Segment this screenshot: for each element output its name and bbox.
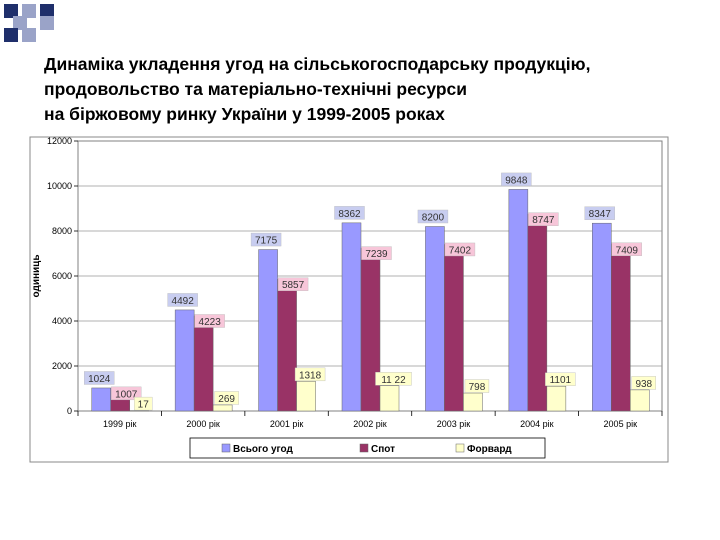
data-label-box	[167, 293, 198, 307]
data-label: 798	[469, 382, 486, 393]
y-tick-label: 0	[67, 406, 72, 416]
legend-swatch	[359, 443, 369, 453]
decor-square-4	[13, 16, 27, 30]
bar-спот	[193, 315, 214, 412]
data-label: 7409	[616, 245, 639, 256]
data-label-box	[134, 396, 153, 411]
x-tick-label: 2001 рік	[270, 419, 304, 429]
x-tick-label: 1999 рік	[103, 419, 137, 429]
decor-square-1	[4, 4, 18, 18]
legend-label: Форвард	[467, 444, 512, 455]
data-label-box	[250, 232, 282, 247]
data-label-box	[501, 172, 532, 187]
y-tick-label: 6000	[52, 271, 72, 281]
data-label-box	[444, 242, 476, 257]
data-label: 8200	[422, 213, 445, 224]
x-tick-label: 2003 рік	[437, 419, 471, 429]
data-label-box	[214, 391, 239, 405]
bar-спот	[611, 244, 631, 412]
data-label-box	[528, 212, 559, 226]
data-label: 4223	[199, 317, 222, 328]
bar-всього-угод	[174, 309, 195, 412]
data-label-box	[334, 206, 365, 220]
x-tick-label: 2000 рік	[186, 419, 220, 429]
data-label: 269	[218, 394, 235, 405]
page-title: Динаміка укладення угод на сільськогоспо…	[44, 54, 591, 124]
data-label: 11 22	[381, 375, 406, 386]
decor-square-7	[40, 16, 54, 30]
legend-label: Всього угод	[233, 444, 294, 455]
data-label-box	[464, 379, 490, 393]
bar-спот	[360, 247, 381, 412]
data-label: 1318	[299, 370, 322, 381]
y-tick-label: 10000	[47, 181, 72, 191]
data-label-box	[294, 367, 326, 382]
data-label: 5857	[282, 280, 305, 291]
decor-square-5	[4, 28, 18, 42]
data-label-box	[631, 376, 656, 390]
legend-swatch	[221, 443, 231, 453]
bar-форвард	[463, 392, 483, 412]
decor-square-3	[40, 4, 54, 18]
data-label: 8347	[589, 209, 612, 220]
data-label-box	[417, 209, 449, 224]
x-tick-label: 2004 рік	[520, 419, 554, 429]
data-label: 1101	[550, 375, 572, 386]
bar-спот	[444, 244, 464, 412]
bar-форвард	[630, 389, 650, 412]
bar-всього-угод	[258, 249, 278, 412]
bar-спот	[527, 213, 548, 412]
bar-форвард	[212, 404, 233, 412]
bar-форвард	[129, 410, 149, 412]
decor-square-2	[22, 4, 36, 18]
data-label-box	[111, 386, 142, 401]
data-label-box	[611, 242, 642, 256]
y-tick-label: 2000	[52, 361, 72, 371]
data-label-box	[194, 314, 225, 328]
data-label: 7175	[255, 236, 278, 247]
bar-форвард	[296, 381, 316, 412]
data-label-box	[545, 372, 576, 386]
bar-всього-угод	[592, 222, 612, 412]
data-label-box	[277, 277, 309, 291]
data-label: 4492	[172, 296, 195, 307]
y-tick-label: 4000	[52, 316, 72, 326]
data-label: 8747	[532, 215, 555, 226]
legend-label: Спот	[371, 444, 395, 455]
decor-square-6	[22, 28, 36, 42]
bar-всього-угод	[508, 189, 529, 412]
data-label: 938	[635, 379, 652, 390]
x-tick-label: 2002 рік	[353, 419, 387, 429]
data-label: 7239	[365, 249, 388, 260]
bar-всього-угод	[341, 222, 362, 412]
data-label: 7402	[449, 245, 472, 256]
data-label-box	[361, 246, 392, 260]
data-label: 1024	[88, 374, 111, 385]
data-label-box	[84, 371, 115, 385]
y-tick-label: 12000	[47, 136, 72, 146]
bar-всього-угод	[91, 387, 111, 412]
legend-swatch	[455, 443, 465, 453]
data-label: 17	[138, 400, 150, 411]
bar-форвард	[546, 385, 567, 412]
x-tick-label: 2005 рік	[604, 419, 638, 429]
data-label-box	[584, 206, 615, 220]
bar-всього-угод	[425, 226, 445, 412]
bar-спот	[277, 278, 297, 412]
data-label-box	[375, 372, 412, 386]
data-label: 8362	[338, 209, 361, 220]
bar-форвард	[379, 385, 400, 412]
y-axis-label: одиниць	[31, 255, 42, 298]
data-label: 9848	[505, 175, 528, 186]
data-label: 1007	[115, 389, 138, 400]
y-tick-label: 8000	[52, 226, 72, 236]
